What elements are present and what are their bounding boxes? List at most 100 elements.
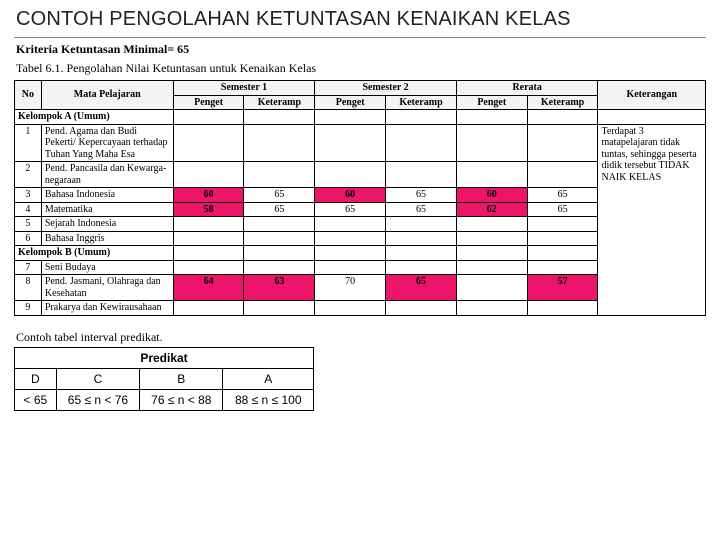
group-label: Kelompok B (Umum) [15, 246, 174, 261]
kkm-line: Kriteria Ketuntasan Minimal= 65 [16, 42, 706, 57]
th-rerata: Rerata [456, 81, 598, 96]
table-cell [173, 110, 244, 125]
pred-col: C [56, 368, 139, 389]
table-cell [386, 217, 457, 232]
cell-mapel: Bahasa Indonesia [41, 188, 173, 203]
table-cell [173, 124, 244, 162]
table-cell [315, 162, 386, 188]
table-cell [244, 231, 315, 246]
table-cell [244, 124, 315, 162]
table-cell [315, 217, 386, 232]
table-cell [244, 260, 315, 275]
table-cell [456, 124, 527, 162]
cell-no: 9 [15, 301, 42, 316]
table-cell [386, 162, 457, 188]
table-cell [456, 110, 527, 125]
table-cell [244, 110, 315, 125]
table-cell [527, 124, 598, 162]
cell-mapel: Seni Budaya [41, 260, 173, 275]
table-cell: 65 [386, 202, 457, 217]
table-cell [386, 301, 457, 316]
predikat-table: Predikat D C B A < 65 65 ≤ n < 76 76 ≤ n… [14, 347, 314, 411]
th-sem1: Semester 1 [173, 81, 315, 96]
cell-mapel: Prakarya dan Kewirausahaan [41, 301, 173, 316]
table-cell: 64 [173, 275, 244, 301]
table-cell [527, 246, 598, 261]
pred-range: 65 ≤ n < 76 [56, 389, 139, 410]
table-cell [456, 260, 527, 275]
cell-no: 3 [15, 188, 42, 203]
table-cell [386, 260, 457, 275]
table-cell: 57 [527, 275, 598, 301]
table-cell [315, 231, 386, 246]
cell-mapel: Bahasa Inggris [41, 231, 173, 246]
predikat-caption: Contoh tabel interval predikat. [16, 330, 706, 345]
table-cell [173, 246, 244, 261]
cell-no: 7 [15, 260, 42, 275]
table-cell [315, 246, 386, 261]
table-cell [456, 162, 527, 188]
table-cell [173, 231, 244, 246]
pred-col: B [140, 368, 223, 389]
cell-no: 1 [15, 124, 42, 162]
table-cell: 60 [456, 188, 527, 203]
cell-mapel: Matematika [41, 202, 173, 217]
table-cell: 63 [244, 275, 315, 301]
th-rp: Penget [456, 95, 527, 110]
table-cell: 60 [173, 188, 244, 203]
table-cell [315, 301, 386, 316]
cell-keterangan: Terdapat 3 matapelajaran tidak tuntas, s… [598, 124, 706, 315]
table-cell [527, 110, 598, 125]
cell-mapel: Sejarah Indonesia [41, 217, 173, 232]
th-s1k: Keteramp [244, 95, 315, 110]
table-cell [527, 301, 598, 316]
th-rk: Keteramp [527, 95, 598, 110]
table-cell: 65 [315, 202, 386, 217]
table-cell [173, 217, 244, 232]
table-cell [244, 301, 315, 316]
table-cell [386, 124, 457, 162]
table-cell: 65 [244, 202, 315, 217]
table-cell [527, 217, 598, 232]
th-sem2: Semester 2 [315, 81, 457, 96]
table-cell [244, 162, 315, 188]
table-cell [173, 260, 244, 275]
table-cell [598, 110, 706, 125]
table-cell [244, 246, 315, 261]
table-caption: Tabel 6.1. Pengolahan Nilai Ketuntasan u… [16, 61, 706, 76]
table-cell [527, 231, 598, 246]
table-cell [315, 124, 386, 162]
table-cell [386, 110, 457, 125]
th-s2p: Penget [315, 95, 386, 110]
table-cell [527, 162, 598, 188]
cell-no: 2 [15, 162, 42, 188]
pred-header: Predikat [15, 347, 314, 368]
table-cell: 60 [315, 188, 386, 203]
pred-col: A [223, 368, 314, 389]
group-label: Kelompok A (Umum) [15, 110, 174, 125]
table-cell: 62 [456, 202, 527, 217]
table-cell [386, 246, 457, 261]
table-cell [456, 217, 527, 232]
table-cell [456, 246, 527, 261]
table-cell [315, 260, 386, 275]
th-ket: Keterangan [598, 81, 706, 110]
table-cell: 70 [315, 275, 386, 301]
main-table: No Mata Pelajaran Semester 1 Semester 2 … [14, 80, 706, 316]
table-cell: 58 [173, 202, 244, 217]
table-cell [527, 260, 598, 275]
cell-mapel: Pend. Agama dan Budi Pekerti/ Kepercayaa… [41, 124, 173, 162]
cell-no: 8 [15, 275, 42, 301]
pred-range: < 65 [15, 389, 57, 410]
th-s1p: Penget [173, 95, 244, 110]
pred-range: 76 ≤ n < 88 [140, 389, 223, 410]
cell-mapel: Pend. Jasmani, Olahraga dan Kesehatan [41, 275, 173, 301]
pred-col: D [15, 368, 57, 389]
table-cell: 65 [527, 202, 598, 217]
table-cell [173, 301, 244, 316]
table-cell [456, 301, 527, 316]
cell-no: 5 [15, 217, 42, 232]
page-title: CONTOH PENGOLAHAN KETUNTASAN KENAIKAN KE… [16, 8, 706, 31]
cell-no: 4 [15, 202, 42, 217]
table-cell: 65 [244, 188, 315, 203]
